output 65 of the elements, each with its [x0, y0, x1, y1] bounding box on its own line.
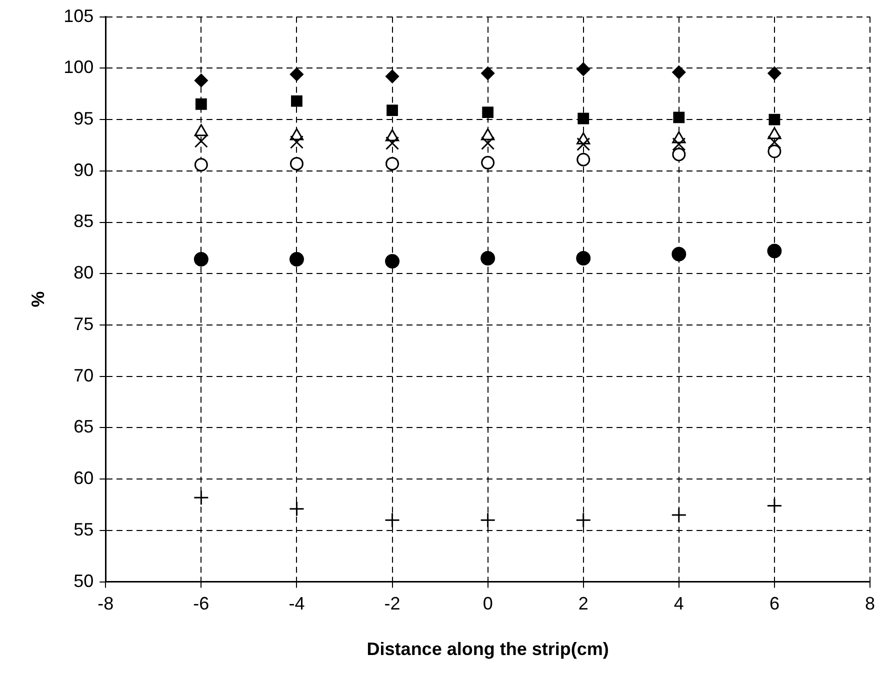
y-axis-title: %	[28, 291, 48, 308]
point	[482, 106, 494, 118]
x-tick-label: 4	[674, 594, 684, 614]
point	[289, 252, 304, 266]
point	[672, 246, 686, 262]
point	[480, 512, 496, 528]
point	[386, 70, 400, 84]
point	[576, 512, 592, 528]
x-tick-label: 0	[482, 594, 493, 614]
y-tick-label: 105	[64, 6, 94, 26]
point	[672, 66, 686, 80]
point	[385, 254, 400, 269]
x-tick-label: 2	[578, 594, 588, 614]
y-tick-label: 55	[74, 519, 94, 540]
point	[578, 112, 590, 124]
point	[290, 135, 304, 149]
point	[768, 135, 782, 149]
point	[481, 136, 495, 150]
x-tick-label: 6	[769, 594, 780, 614]
point	[768, 114, 780, 126]
y-tick-label: 70	[74, 365, 94, 386]
point	[576, 152, 590, 166]
x-tick-label: 8	[864, 594, 875, 614]
point	[291, 95, 302, 107]
y-tick-label: 90	[74, 160, 94, 180]
point	[193, 490, 209, 506]
point	[576, 250, 591, 266]
x-tick-label: -2	[384, 594, 400, 614]
x-axis-title: Distance along the strip(cm)	[366, 639, 609, 660]
point	[768, 66, 782, 80]
point	[576, 137, 590, 151]
point	[194, 74, 208, 88]
x-tick-label: -4	[288, 594, 305, 614]
y-tick-label: 100	[64, 57, 94, 78]
point	[576, 62, 590, 76]
y-tick-label: 60	[74, 468, 94, 488]
point	[386, 156, 400, 170]
point	[671, 507, 687, 523]
point	[672, 137, 686, 151]
x-tick-label: -6	[193, 594, 210, 614]
point	[194, 158, 208, 172]
point	[673, 112, 685, 124]
point	[288, 501, 304, 517]
point	[767, 244, 782, 258]
y-tick-label: 80	[74, 262, 94, 283]
x-tick-label: -8	[98, 594, 114, 614]
point	[290, 68, 304, 82]
point	[290, 156, 304, 170]
point	[384, 512, 400, 528]
y-tick-label: 65	[74, 416, 94, 437]
point	[481, 156, 495, 170]
y-tick-label: 85	[74, 211, 94, 232]
y-tick-label: 95	[74, 108, 94, 128]
point	[481, 66, 495, 80]
point	[672, 148, 686, 162]
point	[386, 104, 398, 116]
y-tick-label: 75	[74, 314, 94, 334]
point	[195, 98, 207, 110]
point	[768, 144, 782, 158]
y-tick-label: 50	[74, 570, 94, 591]
point	[194, 134, 208, 148]
point	[480, 250, 496, 266]
point	[766, 498, 782, 514]
point	[386, 136, 400, 150]
point	[194, 252, 208, 266]
